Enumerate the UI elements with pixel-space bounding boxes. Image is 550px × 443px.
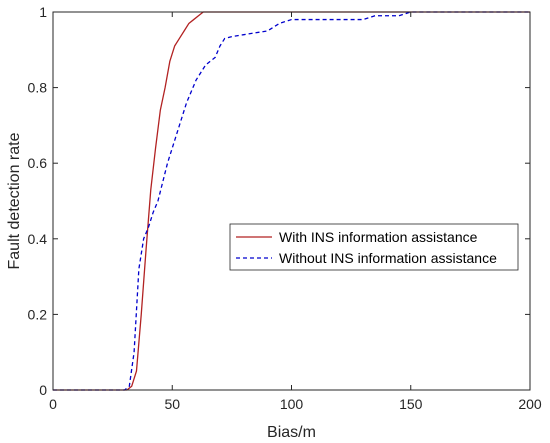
legend-box [229,223,519,271]
plot-area [53,12,530,390]
x-tick-label: 150 [399,396,423,412]
legend: With INS information assistance Without … [229,223,519,271]
y-axis: 0 0.2 0.4 0.6 0.8 1 [28,4,530,398]
y-tick-label: 0.2 [28,306,48,322]
legend-label-without-ins: Without INS information assistance [279,250,497,266]
legend-label-with-ins: With INS information assistance [279,229,478,245]
y-axis-label: Fault detection rate [6,132,23,269]
series-line-without-ins [53,11,530,391]
x-tick-label: 200 [518,396,542,412]
y-tick-label: 1 [39,4,47,20]
x-tick-label: 50 [164,396,180,412]
y-tick-label: 0.8 [28,80,48,96]
y-tick-label: 0.4 [28,231,48,247]
x-tick-label: 100 [280,396,304,412]
x-axis-label: Bias/m [267,424,316,441]
x-axis: 0 50 100 150 200 [49,12,542,412]
y-tick-label: 0.6 [28,155,48,171]
x-tick-label: 0 [49,396,57,412]
y-tick-label: 0 [39,382,47,398]
